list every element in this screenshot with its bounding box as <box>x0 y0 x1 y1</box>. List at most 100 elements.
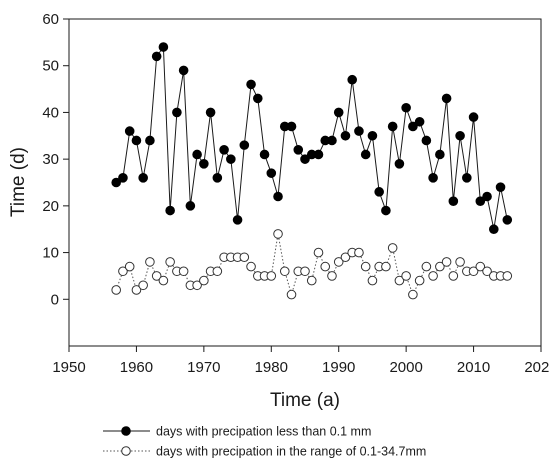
data-point-0.1-34.7mm <box>360 261 371 272</box>
data-point-less-than-0.1mm <box>239 140 250 150</box>
data-point-less-than-0.1mm <box>448 196 459 206</box>
y-tick-label: 10 <box>42 245 59 262</box>
data-point-less-than-0.1mm <box>340 130 351 141</box>
legend-label-less-than-0.1mm: days with precipation less than 0.1 mm <box>156 425 371 439</box>
data-point-0.1-34.7mm <box>502 271 513 281</box>
plot-frame <box>68 18 542 347</box>
data-point-less-than-0.1mm <box>232 215 243 225</box>
x-tick-label: 1950 <box>52 359 85 376</box>
data-point-less-than-0.1mm <box>428 173 438 183</box>
data-point-0.1-34.7mm <box>212 266 223 277</box>
data-point-0.1-34.7mm <box>394 275 405 286</box>
data-point-0.1-34.7mm <box>320 261 331 272</box>
data-point-less-than-0.1mm <box>118 173 128 183</box>
data-point-less-than-0.1mm <box>212 173 223 183</box>
data-point-less-than-0.1mm <box>502 215 513 225</box>
data-point-0.1-34.7mm <box>435 261 445 272</box>
data-point-less-than-0.1mm <box>266 168 277 178</box>
data-point-less-than-0.1mm <box>300 154 310 164</box>
x-axis-label: Time (a) <box>270 390 340 411</box>
data-point-less-than-0.1mm <box>441 93 452 104</box>
series-points-0.1-34.7mm <box>111 229 513 300</box>
legend-marker-0.1-34.7mm <box>121 446 131 456</box>
data-point-less-than-0.1mm <box>495 182 506 192</box>
data-point-less-than-0.1mm <box>172 107 182 118</box>
data-point-0.1-34.7mm <box>239 252 250 263</box>
data-point-less-than-0.1mm <box>158 42 169 52</box>
data-point-less-than-0.1mm <box>394 159 405 169</box>
data-point-0.1-34.7mm <box>246 261 256 272</box>
data-point-less-than-0.1mm <box>367 130 378 141</box>
data-point-0.1-34.7mm <box>468 266 479 277</box>
y-axis-label: Time (d) <box>8 147 29 217</box>
data-point-0.1-34.7mm <box>333 257 344 267</box>
data-point-less-than-0.1mm <box>165 205 175 216</box>
data-point-less-than-0.1mm <box>131 135 142 146</box>
data-point-0.1-34.7mm <box>199 275 209 286</box>
data-point-less-than-0.1mm <box>313 149 324 160</box>
data-point-less-than-0.1mm <box>192 149 202 160</box>
legend-marker-less-than-0.1mm <box>121 426 131 436</box>
data-point-0.1-34.7mm <box>475 261 486 272</box>
data-point-less-than-0.1mm <box>381 205 391 216</box>
data-point-0.1-34.7mm <box>279 266 290 277</box>
data-point-0.1-34.7mm <box>300 266 310 277</box>
data-point-0.1-34.7mm <box>151 271 162 281</box>
y-tick-label: 20 <box>42 198 59 215</box>
x-tick-label: 2010 <box>457 359 490 376</box>
data-point-0.1-34.7mm <box>441 257 452 267</box>
data-point-less-than-0.1mm <box>435 149 445 160</box>
data-point-less-than-0.1mm <box>145 135 155 146</box>
data-point-less-than-0.1mm <box>178 65 189 76</box>
data-point-0.1-34.7mm <box>158 275 169 286</box>
data-point-0.1-34.7mm <box>273 229 283 239</box>
data-point-less-than-0.1mm <box>374 187 384 197</box>
data-point-0.1-34.7mm <box>178 266 189 277</box>
data-point-less-than-0.1mm <box>259 149 270 160</box>
y-tick-label: 0 <box>51 291 59 308</box>
data-point-less-than-0.1mm <box>455 130 465 141</box>
data-point-less-than-0.1mm <box>252 93 263 104</box>
data-point-less-than-0.1mm <box>482 191 492 202</box>
data-point-0.1-34.7mm <box>482 266 492 277</box>
x-tick-label: 2000 <box>389 359 422 376</box>
x-tick-label: 1970 <box>187 359 220 376</box>
data-point-0.1-34.7mm <box>367 275 378 286</box>
data-point-less-than-0.1mm <box>293 145 304 155</box>
data-point-less-than-0.1mm <box>151 51 162 62</box>
data-point-less-than-0.1mm <box>185 201 196 211</box>
data-point-less-than-0.1mm <box>327 135 337 146</box>
data-point-less-than-0.1mm <box>199 159 209 169</box>
data-point-0.1-34.7mm <box>286 289 297 300</box>
data-point-less-than-0.1mm <box>273 191 283 202</box>
data-point-0.1-34.7mm <box>327 271 337 281</box>
x-tick-label: 1980 <box>255 359 288 376</box>
data-point-less-than-0.1mm <box>468 112 479 122</box>
data-point-less-than-0.1mm <box>124 126 135 136</box>
data-point-less-than-0.1mm <box>226 154 236 164</box>
data-point-less-than-0.1mm <box>421 135 432 146</box>
y-tick-label: 50 <box>42 58 59 75</box>
data-point-0.1-34.7mm <box>354 247 364 258</box>
data-point-less-than-0.1mm <box>347 74 358 85</box>
data-point-0.1-34.7mm <box>381 261 391 272</box>
data-point-0.1-34.7mm <box>428 271 438 281</box>
y-tick-label: 40 <box>42 104 59 121</box>
data-point-0.1-34.7mm <box>118 266 128 277</box>
series-points-less-than-0.1mm <box>111 42 513 235</box>
data-point-0.1-34.7mm <box>455 257 465 267</box>
x-tick-label: 1960 <box>120 359 153 376</box>
data-point-0.1-34.7mm <box>138 280 148 291</box>
data-point-0.1-34.7mm <box>192 280 202 291</box>
data-point-less-than-0.1mm <box>489 224 499 235</box>
data-point-less-than-0.1mm <box>246 79 256 90</box>
data-point-less-than-0.1mm <box>475 196 486 206</box>
data-point-0.1-34.7mm <box>131 285 142 295</box>
data-point-0.1-34.7mm <box>421 261 432 272</box>
data-point-0.1-34.7mm <box>414 275 425 286</box>
data-point-less-than-0.1mm <box>462 173 472 183</box>
legend-label-0.1-34.7mm: days with precipation in the range of 0.… <box>156 445 426 459</box>
data-point-less-than-0.1mm <box>354 126 364 136</box>
